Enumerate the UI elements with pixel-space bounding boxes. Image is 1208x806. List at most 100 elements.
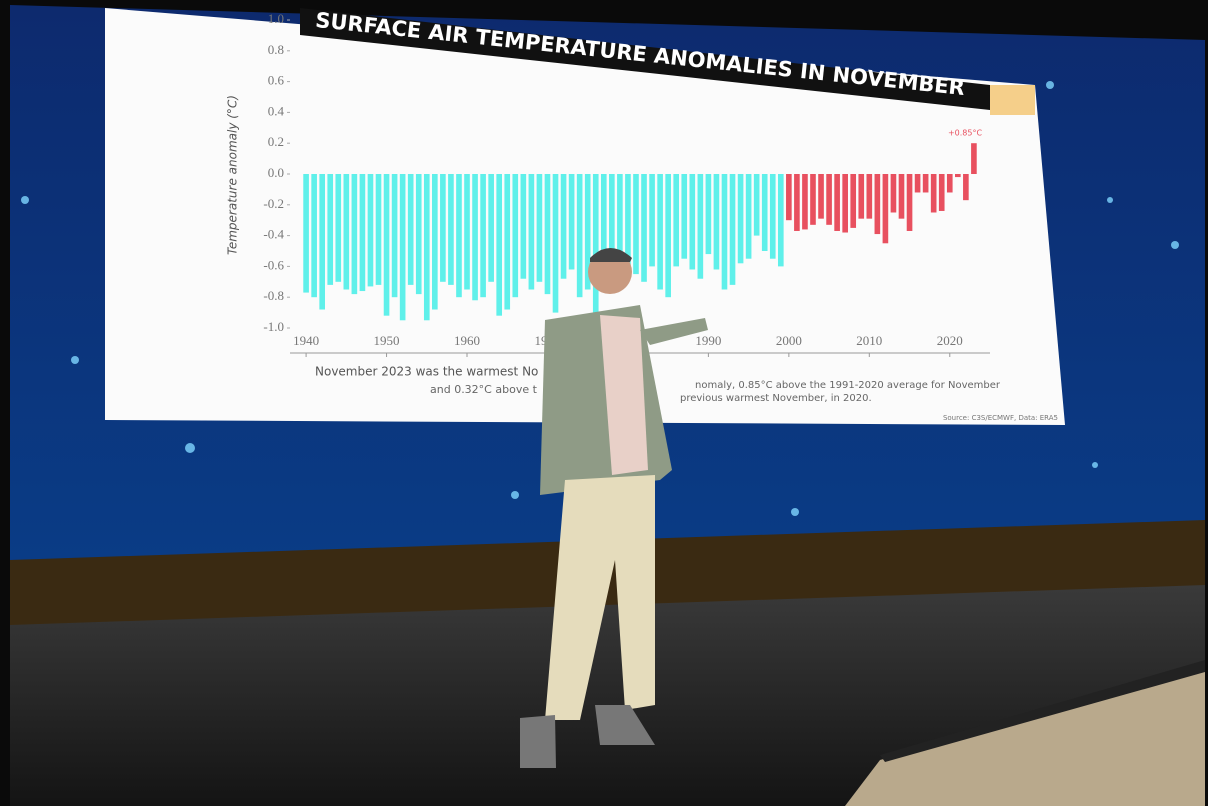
bar — [899, 174, 905, 219]
bar — [673, 174, 679, 266]
bar — [834, 174, 840, 231]
y-tick-label: -0.6 — [263, 257, 284, 272]
bar — [464, 174, 470, 290]
bar — [368, 174, 374, 286]
bar — [875, 174, 881, 234]
y-tick-label: 0.8 — [268, 42, 284, 57]
bar — [327, 174, 333, 285]
bar — [786, 174, 792, 220]
bar — [537, 174, 543, 282]
bar — [754, 174, 760, 236]
bar — [561, 174, 567, 279]
x-tick-label: 1950 — [374, 333, 400, 348]
y-tick-label: -0.4 — [263, 227, 284, 242]
y-tick-label: 0.2 — [268, 134, 284, 149]
bar — [931, 174, 937, 213]
bar — [850, 174, 856, 228]
bar — [794, 174, 800, 231]
bar — [963, 174, 969, 200]
bar — [641, 174, 647, 282]
bar — [432, 174, 438, 310]
bar — [545, 174, 551, 294]
bar — [424, 174, 430, 320]
bar — [553, 174, 559, 313]
bar — [810, 174, 816, 225]
bar — [698, 174, 704, 279]
bar — [577, 174, 583, 297]
bar — [858, 174, 864, 219]
bar — [762, 174, 768, 251]
bar — [842, 174, 848, 233]
bar — [408, 174, 414, 285]
bar — [392, 174, 398, 297]
y-tick-label: -0.2 — [263, 196, 284, 211]
y-tick-label: 0.6 — [268, 73, 285, 88]
bar — [311, 174, 317, 297]
x-tick-label: 1960 — [454, 333, 480, 348]
bar — [593, 174, 599, 316]
bar — [657, 174, 663, 290]
x-tick-label: 2010 — [856, 333, 882, 348]
caption: nomaly, 0.85°C above the 1991-2020 avera… — [695, 380, 1001, 391]
bar — [947, 174, 953, 192]
bar — [480, 174, 486, 297]
bar — [633, 174, 639, 274]
bar — [376, 174, 382, 285]
source: Source: C3S/ECMWF, Data: ERA5 — [943, 414, 1058, 422]
y-tick-label: -1.0 — [263, 319, 284, 334]
y-tick-label: 1.0 — [268, 11, 284, 26]
bar — [649, 174, 655, 266]
logo-block — [990, 85, 1035, 115]
bar — [384, 174, 390, 316]
x-tick-label: 2020 — [937, 333, 963, 348]
bar — [360, 174, 366, 291]
bar — [448, 174, 454, 285]
bar — [400, 174, 406, 320]
bar — [440, 174, 446, 282]
bar — [722, 174, 728, 290]
caption: November 2023 was the warmest No — [315, 365, 538, 379]
bar — [303, 174, 309, 293]
bar — [335, 174, 341, 282]
bar — [529, 174, 535, 290]
bar — [866, 174, 872, 219]
bar — [746, 174, 752, 259]
bar — [344, 174, 350, 290]
x-tick-label: 2000 — [776, 333, 802, 348]
bar — [778, 174, 784, 266]
bar — [456, 174, 462, 297]
bar — [472, 174, 478, 300]
bar — [681, 174, 687, 259]
bar — [504, 174, 510, 310]
bar — [939, 174, 945, 211]
bar — [416, 174, 422, 294]
bar — [319, 174, 325, 310]
caption: previous warmest November, in 2020. — [680, 393, 872, 404]
bar — [971, 143, 977, 174]
bar — [915, 174, 921, 192]
x-tick-label: 1990 — [695, 333, 721, 348]
bar — [512, 174, 518, 297]
bar — [826, 174, 832, 225]
bar — [818, 174, 824, 219]
bar — [891, 174, 897, 213]
bar — [770, 174, 776, 259]
caption: and 0.32°C above t — [430, 383, 538, 396]
bar — [802, 174, 808, 229]
bar — [521, 174, 527, 279]
y-tick-label: -0.8 — [263, 288, 284, 303]
bar — [569, 174, 575, 269]
bar — [955, 174, 961, 177]
bar — [689, 174, 695, 269]
bar — [665, 174, 671, 297]
bar — [923, 174, 929, 192]
bar — [883, 174, 889, 243]
bar — [488, 174, 494, 282]
bar — [907, 174, 913, 231]
y-tick-label: 0.4 — [268, 103, 285, 118]
stage-photo: SURFACE AIR TEMPERATURE ANOMALIES IN NOV… — [0, 0, 1208, 806]
y-tick-label: 0.0 — [268, 165, 284, 180]
bar — [706, 174, 712, 254]
bar — [714, 174, 720, 269]
x-tick-label: 1940 — [293, 333, 319, 348]
